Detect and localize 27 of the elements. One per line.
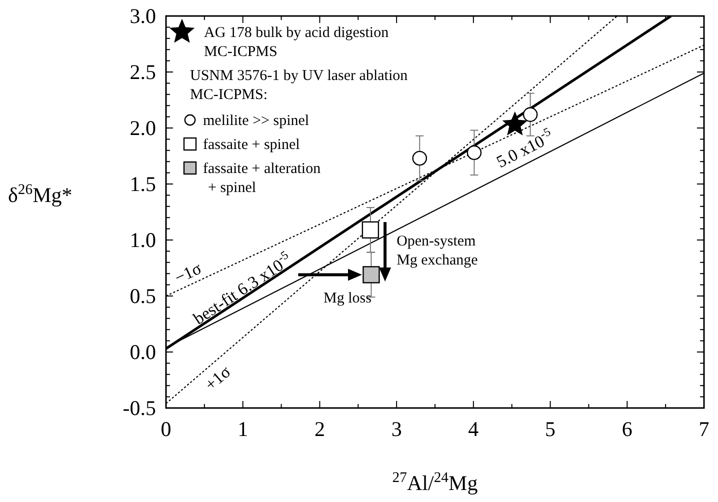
x-tick-label: 5	[545, 417, 556, 441]
y-tick-label: -0.5	[122, 396, 156, 420]
x-tick-label: 6	[622, 417, 632, 441]
legend-label: fassaite + spinel	[203, 137, 300, 153]
text: +1σ	[201, 362, 234, 394]
x-axis-title: $^{27}$Al/$^{24}$Mg	[392, 470, 478, 495]
x-tick-label: 2	[314, 417, 325, 441]
y-tick-label: 3.0	[130, 4, 156, 28]
x-tick-label: 7	[698, 417, 710, 441]
y-tick-label: 2.0	[130, 116, 156, 140]
annotation: Open-system Mg exchange	[396, 234, 478, 269]
x-tick-label: 0	[160, 417, 172, 441]
y-axis-title: δ$^{26}$Mg*	[8, 182, 72, 207]
legend-label: AG 178 bulk by acid digestion MC-ICPMS	[204, 25, 390, 60]
y-tick-label: 0.5	[130, 284, 156, 308]
legend-label: fassaite + alteration + spinel	[203, 161, 322, 196]
text: −1σ	[172, 258, 204, 288]
x-tick-label: 4	[468, 417, 480, 441]
legend-label: melilite >> spinel	[203, 113, 310, 129]
y-tick-label: 2.5	[130, 60, 156, 84]
x-tick-label: 1	[238, 417, 248, 441]
annotation: Mg loss	[324, 290, 372, 307]
annotation: USNM 3576-1 by UV laser ablation MC-ICPMS:	[190, 68, 408, 103]
x-tick-label: 3	[391, 417, 402, 441]
y-tick-label: 1.5	[130, 172, 156, 196]
y-tick-label: 0.0	[130, 340, 156, 364]
y-tick-label: 1.0	[130, 228, 156, 252]
